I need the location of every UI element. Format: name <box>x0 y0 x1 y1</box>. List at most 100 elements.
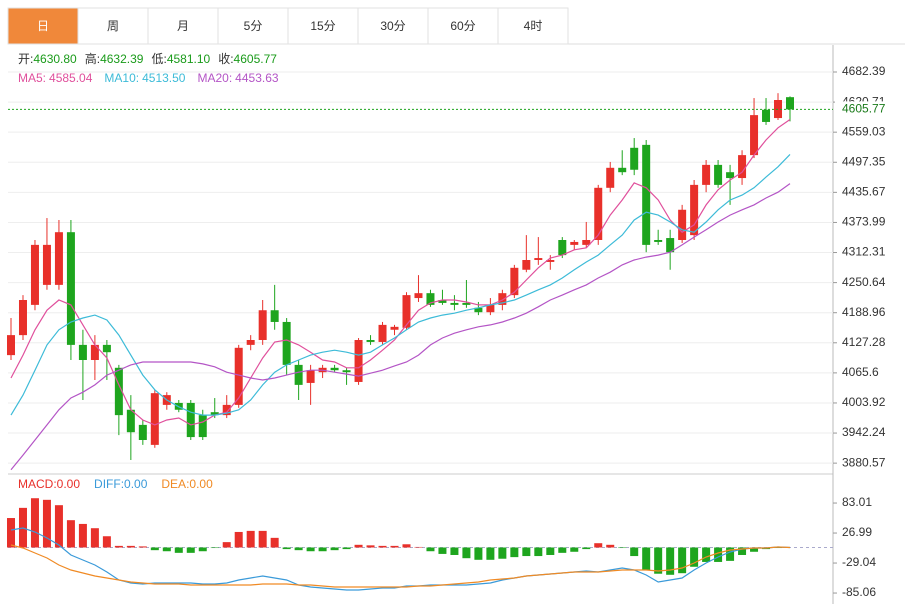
candle-body <box>438 300 447 303</box>
candle-body <box>366 340 375 342</box>
candle-body <box>294 364 303 385</box>
tab[interactable]: 30分 <box>357 7 429 45</box>
candle-body <box>66 232 75 345</box>
macd-bar <box>582 547 591 550</box>
macd-bar <box>246 530 255 548</box>
tab-label: 日 <box>37 19 49 33</box>
ohlc-info: 开:4630.80 高:4632.39 低:4581.10 收:4605.77 <box>18 51 277 66</box>
candle-body <box>498 293 507 305</box>
candle-body <box>222 404 231 416</box>
legend-value: 0.00 <box>189 477 213 491</box>
macd-line <box>10 544 791 588</box>
candle-body <box>678 209 687 240</box>
macd-bar <box>150 547 159 551</box>
macd-bar <box>342 547 351 550</box>
macd-bar <box>210 547 219 549</box>
candle-body <box>306 370 315 383</box>
candle-body <box>762 109 771 122</box>
macd-bar <box>282 547 291 550</box>
macd-bar <box>198 547 207 552</box>
candle-body <box>378 324 387 342</box>
candle-body <box>522 260 531 270</box>
legend-name: MA20: <box>197 71 232 85</box>
tab-label: 5分 <box>244 19 263 33</box>
candle-body <box>390 326 399 330</box>
info-value: 4605.77 <box>234 52 278 66</box>
macd-bar <box>7 518 15 548</box>
tab-label: 30分 <box>380 19 405 33</box>
y-tick-label: 4373.99 <box>842 215 886 229</box>
macd-bar <box>222 542 231 548</box>
macd-bar <box>162 547 171 552</box>
macd-bar <box>630 547 639 557</box>
candle-body <box>78 344 87 360</box>
candle-body <box>102 344 111 353</box>
candle-body <box>750 115 759 156</box>
macd-bar <box>390 545 399 548</box>
macd-bar <box>234 531 243 548</box>
macd-bar <box>534 547 543 557</box>
candle-body <box>786 97 794 110</box>
ma-line <box>10 119 791 426</box>
info-value: 4581.10 <box>167 52 211 66</box>
tab-background <box>497 7 569 45</box>
tab[interactable]: 日 <box>7 7 79 45</box>
macd-bar <box>330 547 339 551</box>
macd-bar <box>90 528 99 548</box>
macd-bar <box>618 547 627 549</box>
last-price-label: 4605.77 <box>842 102 886 116</box>
tab-background <box>7 7 79 45</box>
candle-body <box>282 321 291 365</box>
macd-bar <box>366 545 375 548</box>
tab-label: 周 <box>107 19 119 33</box>
tab[interactable]: 5分 <box>217 7 289 45</box>
macd-bar <box>666 547 675 575</box>
tab[interactable]: 15分 <box>287 7 359 45</box>
tab[interactable]: 月 <box>147 7 219 45</box>
candle-body <box>30 244 39 305</box>
ma-line <box>10 183 791 471</box>
tab-label: 月 <box>177 19 189 33</box>
macd-bar <box>678 547 687 574</box>
candle-body <box>42 244 51 285</box>
candle-body <box>630 147 639 170</box>
candle-body <box>270 310 279 322</box>
macd-bar <box>414 546 423 548</box>
candle-body <box>582 240 591 245</box>
candle-body <box>774 100 783 119</box>
y-tick-label: 83.01 <box>842 495 872 509</box>
legend-name: DIFF: <box>94 477 124 491</box>
candle-body <box>510 267 519 296</box>
candle-body <box>642 144 651 245</box>
macd-bar <box>294 547 303 551</box>
candle-body <box>330 367 339 371</box>
y-tick-label: -85.06 <box>842 585 876 599</box>
candle-body <box>666 238 675 253</box>
tab[interactable]: 4时 <box>497 7 569 45</box>
tab[interactable]: 周 <box>77 7 149 45</box>
macd-bar <box>642 547 651 570</box>
info-label: 低: <box>151 52 166 66</box>
macd-bar <box>378 545 387 548</box>
tab-label: 4时 <box>524 19 543 33</box>
macd-bar <box>510 547 519 558</box>
info-label: 开: <box>18 52 33 66</box>
candle-body <box>342 370 351 373</box>
macd-bar <box>126 545 135 548</box>
macd-bar <box>354 544 363 548</box>
y-tick-label: 4188.96 <box>842 305 886 319</box>
legend-value: 4585.04 <box>49 71 93 85</box>
tab-background <box>77 7 149 45</box>
macd-bar <box>606 544 615 548</box>
candle-body <box>138 424 147 440</box>
macd-bar <box>522 547 531 557</box>
y-tick-label: 4250.64 <box>842 275 886 289</box>
legend-value: 0.00 <box>57 477 81 491</box>
y-tick-label: 3880.57 <box>842 455 886 469</box>
candle-body <box>534 258 543 260</box>
candle-body <box>474 307 483 313</box>
candle-body <box>702 164 711 185</box>
macd-bar <box>558 547 567 553</box>
tab[interactable]: 60分 <box>427 7 499 45</box>
